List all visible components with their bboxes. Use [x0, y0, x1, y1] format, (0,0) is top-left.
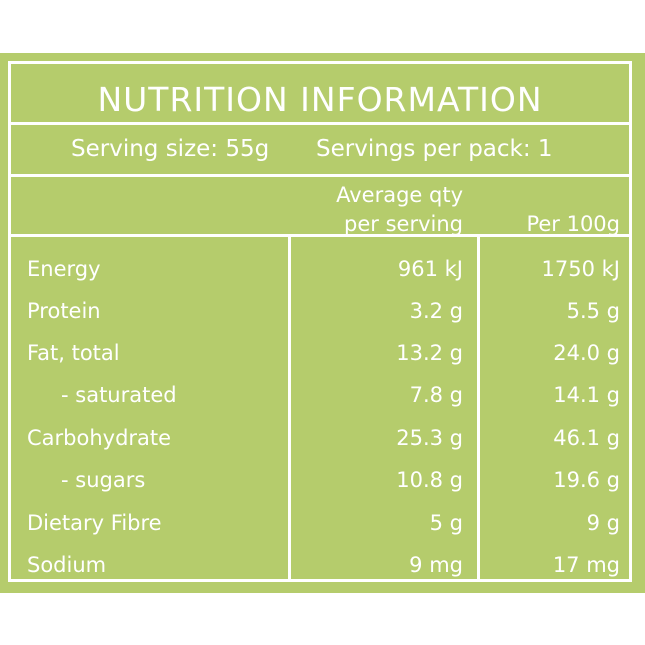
per-serving-value: 9 mg: [409, 553, 463, 577]
table-title: NUTRITION INFORMATION: [97, 80, 543, 119]
per-100g-value: 24.0 g: [553, 341, 620, 365]
per-100g-value: 5.5 g: [566, 299, 620, 323]
per-100g-value: 19.6 g: [553, 468, 620, 492]
serving-size: Serving size: 55g: [71, 136, 270, 162]
divider-serving: [11, 174, 629, 177]
nutrition-table: NUTRITION INFORMATION Serving size: 55g …: [8, 61, 632, 582]
table-row: Carbohydrate 25.3 g 46.1 g: [11, 417, 629, 459]
nutrient-name: - sugars: [61, 468, 146, 492]
per-serving-value: 7.8 g: [409, 383, 463, 407]
divider-header: [11, 234, 629, 237]
table-row: Dietary Fibre 5 g 9 g: [11, 502, 629, 544]
per-100g-value: 17 mg: [552, 553, 620, 577]
per-serving-value: 5 g: [429, 511, 463, 535]
table-row: Sodium 9 mg 17 mg: [11, 544, 629, 586]
table-row: - saturated 7.8 g 14.1 g: [11, 374, 629, 416]
column-header-avg-line2: per serving: [344, 212, 463, 236]
column-header-avg-line1: Average qty: [336, 183, 463, 207]
nutrition-panel: NUTRITION INFORMATION Serving size: 55g …: [0, 53, 645, 593]
nutrient-name: Dietary Fibre: [27, 511, 162, 535]
nutrient-name: Fat, total: [27, 341, 120, 365]
nutrient-name: Carbohydrate: [27, 426, 172, 450]
column-divider-1: [288, 236, 291, 582]
nutrient-name: Energy: [27, 257, 101, 281]
per-100g-value: 14.1 g: [553, 383, 620, 407]
table-row: Energy 961 kJ 1750 kJ: [11, 248, 629, 290]
nutrient-name: Protein: [27, 299, 101, 323]
divider-title: [11, 122, 629, 125]
table-row: Fat, total 13.2 g 24.0 g: [11, 332, 629, 374]
per-serving-value: 25.3 g: [396, 426, 463, 450]
servings-per-pack: Servings per pack: 1: [316, 136, 553, 162]
per-100g-value: 46.1 g: [553, 426, 620, 450]
per-serving-value: 3.2 g: [409, 299, 463, 323]
nutrient-name: Sodium: [27, 553, 107, 577]
per-serving-value: 10.8 g: [396, 468, 463, 492]
column-header-per100g: Per 100g: [526, 212, 620, 236]
per-serving-value: 961 kJ: [397, 257, 463, 281]
per-100g-value: 9 g: [586, 511, 620, 535]
table-row: Protein 3.2 g 5.5 g: [11, 290, 629, 332]
column-divider-2: [477, 236, 480, 582]
per-serving-value: 13.2 g: [396, 341, 463, 365]
per-100g-value: 1750 kJ: [541, 257, 620, 281]
table-row: - sugars 10.8 g 19.6 g: [11, 459, 629, 501]
nutrient-name: - saturated: [61, 383, 177, 407]
